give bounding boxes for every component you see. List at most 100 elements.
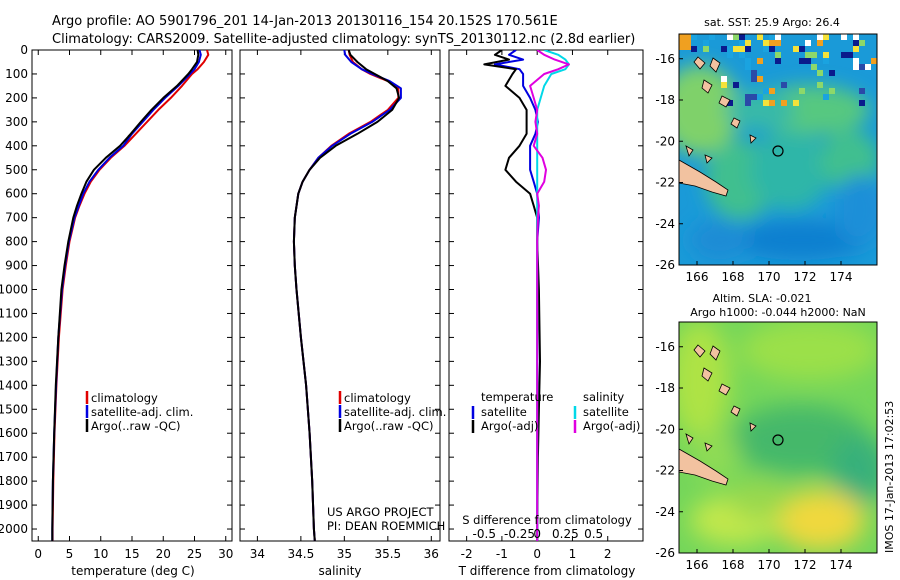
sst-pixel: [769, 34, 775, 40]
x-tick-label: 2: [604, 547, 612, 561]
sst-pixel: [781, 82, 787, 88]
s-tick-label: -0.25: [504, 527, 535, 541]
sst-pixel: [847, 52, 853, 58]
salinity-legend: climatology satellite-adj. clim. Argo(..…: [338, 391, 446, 433]
sst-pixel: [745, 100, 751, 106]
sst-pixel: [751, 76, 757, 82]
x-tick-label: 20: [156, 547, 171, 561]
imos-timestamp: IMOS 17-Jan-2013 17:02:53: [883, 401, 896, 553]
sst-pixel: [745, 94, 751, 100]
x-tick-label: 34: [250, 547, 265, 561]
sst-pixel: [763, 40, 769, 46]
sst-pixel: [757, 76, 763, 82]
map-x-tick-label: 166: [686, 270, 709, 284]
legend-sal-argo: Argo(-adj): [583, 419, 640, 433]
y-tick-label: 500: [5, 163, 28, 177]
sst-pixel: [817, 82, 823, 88]
sst-pixel: [751, 70, 757, 76]
sst-pixel: [805, 52, 811, 58]
x-tick-label: 5: [66, 547, 74, 561]
salinity-panel: 34 34.5 35 35.5 36 salinity climatology sate…: [239, 49, 446, 578]
map-y-tick-label: -16: [655, 52, 675, 66]
y-tick-label: 100: [5, 67, 28, 81]
map-y-tick-label: -20: [655, 422, 675, 436]
sst-pixel: [757, 34, 763, 40]
sst-pixel: [751, 94, 757, 100]
x-tick-label: -1: [496, 547, 508, 561]
y-tick-label: 300: [5, 115, 28, 129]
x-tick-label: 36: [424, 547, 439, 561]
sst-pixel: [763, 88, 769, 94]
sst-map: sat. SST: 25.9 Argo: 26.4: [655, 16, 878, 284]
sst-pixel: [817, 34, 823, 40]
sst-pixel: [721, 76, 727, 82]
series-line-argo-raw-qc-: [51, 50, 200, 541]
map-y-tick-label: -24: [655, 505, 675, 519]
y-tick-label: 1400: [0, 378, 28, 392]
s-tick-label: -0.5: [473, 527, 496, 541]
sst-pixel: [763, 100, 769, 106]
sst-pixel: [859, 64, 865, 70]
sst-pixel: [829, 88, 835, 94]
legend-salinity-title: salinity: [583, 390, 624, 404]
legend-temp-argo: Argo(-adj): [481, 419, 538, 433]
temperature-legend: climatology satellite-adj. clim. Argo(..…: [85, 391, 193, 433]
difference-panel: -2 -1 0 1 2 T difference from climatology S …: [448, 49, 644, 578]
difference-legend: temperature salinity satellite Argo(-adj…: [471, 390, 640, 433]
s-tick-label: 0: [533, 527, 541, 541]
sst-pixel: [853, 40, 859, 46]
y-tick-label: 900: [5, 259, 28, 273]
sst-pixel: [721, 82, 727, 88]
sst-pixel: [691, 46, 697, 52]
y-tick-label: 600: [5, 187, 28, 201]
sst-pixel: [793, 100, 799, 106]
sla-map-title1: Altim. SLA: -0.021: [712, 292, 811, 305]
sst-pixel: [793, 46, 799, 52]
sst-pixel: [859, 100, 865, 106]
sst-pixel: [853, 58, 859, 64]
sst-pixel: [775, 52, 781, 58]
sst-pixel: [823, 58, 829, 64]
y-tick-label: 1000: [0, 283, 28, 297]
sst-pixel: [823, 34, 829, 40]
sst-pixel: [739, 52, 745, 58]
map-y-tick-label: -26: [655, 258, 675, 272]
map-x-tick-label: 174: [830, 558, 853, 572]
y-tick-label: 1300: [0, 354, 28, 368]
legend-satellite-adj: satellite-adj. clim.: [344, 405, 446, 419]
sst-pixel: [691, 34, 697, 40]
y-tick-label: 2000: [0, 522, 28, 536]
y-tick-label: 200: [5, 91, 28, 105]
sst-pixel: [829, 70, 835, 76]
y-tick-label: 1100: [0, 306, 28, 320]
sst-pixel: [859, 40, 865, 46]
sst-pixel: [781, 100, 787, 106]
map-x-tick-label: 170: [758, 270, 781, 284]
sst-pixel: [727, 46, 733, 52]
legend-climatology: climatology: [344, 391, 411, 405]
y-tick-label: 1500: [0, 402, 28, 416]
salinity-xlabel: salinity: [318, 564, 361, 578]
map-y-tick-label: -20: [655, 134, 675, 148]
x-tick-label: 0: [34, 547, 42, 561]
project-annotation: US ARGO PROJECT: [327, 505, 435, 519]
y-tick-label: 1900: [0, 498, 28, 512]
x-tick-label: 0: [533, 547, 541, 561]
sst-pixel: [823, 52, 829, 58]
x-tick-label: 35: [337, 547, 352, 561]
x-tick-label: 25: [187, 547, 202, 561]
sst-pixel: [679, 34, 691, 50]
map-y-tick-label: -22: [655, 176, 675, 190]
sst-pixel: [769, 40, 775, 46]
x-tick-label: 30: [218, 547, 233, 561]
sst-pixel: [853, 46, 859, 52]
legend-sal-satellite: satellite: [583, 405, 629, 419]
header-line1: Argo profile: AO 5901796_201 14-Jan-2013…: [52, 14, 558, 29]
series-line-temperature-argo-adj-: [483, 50, 541, 541]
sla-map: Altim. SLA: -0.021 Argo h1000: -0.044 h2…: [655, 292, 878, 572]
map-y-tick-label: -18: [655, 93, 675, 107]
header-line2: Climatology: CARS2009. Satellite-adjuste…: [52, 32, 635, 47]
map-x-tick-label: 174: [830, 270, 853, 284]
legend-argo: Argo(..raw -QC): [344, 419, 434, 433]
